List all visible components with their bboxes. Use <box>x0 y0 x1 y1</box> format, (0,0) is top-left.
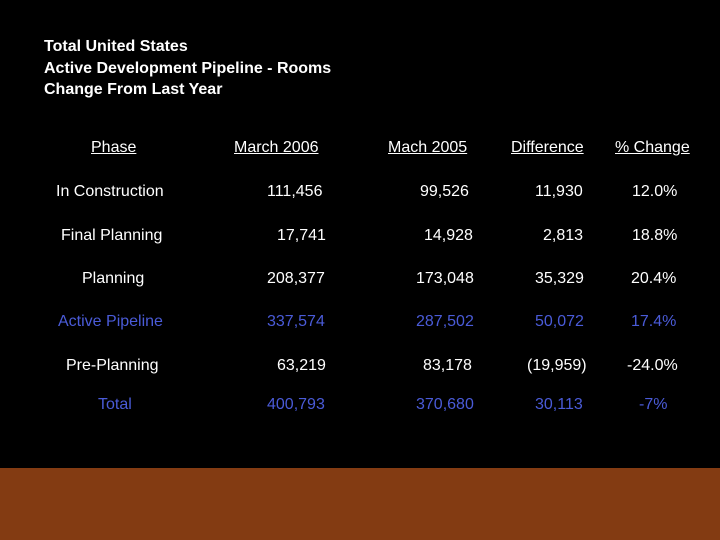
row-pct-change: -24.0% <box>627 357 678 374</box>
title-line-2: Active Development Pipeline - Rooms <box>44 59 332 77</box>
row-mach-2005: 173,048 <box>416 270 474 287</box>
row-difference: 2,813 <box>543 227 584 244</box>
row-phase: In Construction <box>56 183 164 200</box>
row-pct-change: -7% <box>639 396 668 413</box>
row-march-2006: 63,219 <box>277 357 326 374</box>
row-phase: Final Planning <box>61 227 163 244</box>
row-march-2006: 208,377 <box>267 270 325 287</box>
row-phase: Active Pipeline <box>58 313 163 330</box>
title-line-3: Change From Last Year <box>44 81 223 98</box>
row-mach-2005: 14,928 <box>424 227 473 244</box>
row-phase: Total <box>98 396 132 413</box>
row-phase: Planning <box>82 270 145 287</box>
row-march-2006: 400,793 <box>267 396 325 413</box>
row-mach-2005: 83,178 <box>423 357 472 374</box>
row-pct-change: 17.4% <box>631 313 677 330</box>
row-pct-change: 20.4% <box>631 270 677 287</box>
row-march-2006: 17,741 <box>277 227 326 244</box>
row-difference: 50,072 <box>535 313 584 330</box>
header-phase: Phase <box>91 139 137 156</box>
row-difference: 30,113 <box>535 396 583 413</box>
header-march-2006: March 2006 <box>234 139 319 156</box>
row-mach-2005: 370,680 <box>416 396 474 413</box>
header-difference: Difference <box>511 139 584 156</box>
row-difference: 11,930 <box>535 183 583 200</box>
row-mach-2005: 287,502 <box>416 313 474 330</box>
row-mach-2005: 99,526 <box>420 183 469 200</box>
row-pct-change: 18.8% <box>632 227 678 244</box>
row-phase: Pre-Planning <box>66 357 159 374</box>
footer-band <box>0 468 720 540</box>
slide-title: Total United States Active Development P… <box>44 36 331 101</box>
header-mach-2005: Mach 2005 <box>388 139 468 156</box>
pipeline-table: Phase March 2006 Mach 2005 Difference % … <box>56 139 690 413</box>
row-difference: (19,959) <box>527 357 587 374</box>
row-march-2006: 337,574 <box>267 313 325 330</box>
header-pct-change: % Change <box>615 139 690 156</box>
title-line-1: Total United States <box>44 38 188 55</box>
row-difference: 35,329 <box>535 270 584 287</box>
row-march-2006: 111,456 <box>267 183 323 200</box>
row-pct-change: 12.0% <box>632 183 678 200</box>
